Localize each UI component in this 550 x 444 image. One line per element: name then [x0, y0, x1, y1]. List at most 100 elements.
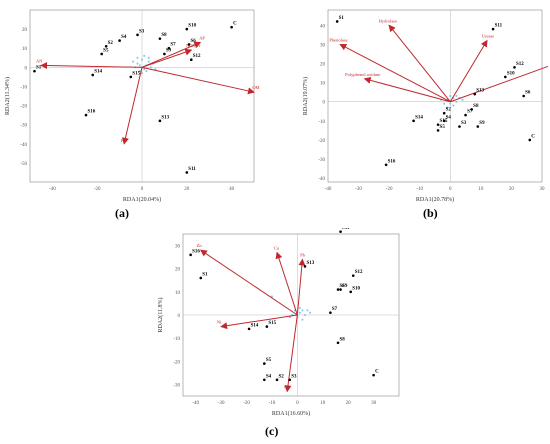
c0-site-label: S2 — [108, 41, 114, 46]
c1-site-label: C — [531, 134, 535, 139]
c1-x-tick-label: 0 — [449, 187, 452, 192]
c0-site-point — [104, 45, 108, 48]
c1-site-point — [470, 108, 473, 111]
c0-site-point — [185, 27, 189, 31]
c0-site-point — [33, 69, 36, 73]
rda-plot-b: -40 -30 -20 -10 0 10 20 30 40 30 20 10 0 -10 -20 -30 -40… — [302, 9, 550, 203]
c1-site-point — [442, 111, 446, 115]
c1-y-tick-label: -10 — [318, 120, 325, 125]
c0-arrow-om — [141, 66, 255, 95]
c2-species-point — [301, 309, 304, 312]
c2-site-point — [372, 373, 375, 377]
c1-plot-frame — [327, 9, 543, 183]
c1-site-point — [464, 113, 467, 117]
c0-arrow-label: OM — [252, 85, 259, 90]
c2-site-label: S3 — [291, 374, 297, 379]
c2-site-point — [263, 378, 266, 382]
c2-site-point — [336, 341, 340, 345]
c2-arrow-label: Cu — [274, 246, 280, 251]
c2-site-point — [189, 253, 192, 257]
c1-y-tick-label: 0 — [323, 101, 326, 106]
c2-site-label: S6 — [340, 284, 346, 289]
c2-site-label: S1 — [202, 272, 208, 277]
c1-x-tick-label: -30 — [355, 187, 362, 192]
c2-x-tick-label: -10 — [269, 401, 276, 406]
c1-site-point — [436, 129, 440, 132]
c2-site-label: C — [375, 370, 379, 375]
panel-label-b: (b) — [423, 206, 438, 220]
c2-site-label: S11 — [342, 228, 350, 231]
c2-species-point — [293, 309, 296, 312]
c2-species-point — [309, 311, 311, 314]
c1-y-tick-label: 20 — [320, 63, 326, 68]
c0-x-tick-label: 40 — [229, 187, 235, 192]
c2-y-tick-label: -20 — [173, 360, 180, 365]
c2-x-tick-label: -20 — [243, 401, 250, 406]
c0-species-point — [150, 66, 152, 69]
c0-site-label: S16 — [88, 110, 96, 115]
c0-site-point — [84, 113, 88, 117]
c2-x-tick-label: -30 — [218, 401, 225, 406]
panel-c: -40 -30 -20 -10 0 10 20 30 30 20 10 0 -10 -20 -30 RDA1(… — [155, 226, 405, 418]
c2-site-label: S4 — [266, 374, 272, 379]
c2-site-point — [265, 325, 269, 328]
c1-x-tick-label: 30 — [540, 187, 546, 192]
c2-site-point — [303, 265, 307, 268]
c0-species-point — [147, 60, 150, 63]
c0-y-tick-label: -20 — [20, 105, 27, 110]
c1-site-point — [412, 119, 415, 123]
c1-site-label: S3 — [461, 121, 467, 126]
c1-x-tick-label: -40 — [325, 187, 332, 192]
c0-y-tick-label: -30 — [20, 124, 27, 129]
c0-species-point — [143, 68, 146, 71]
c1-species-point — [446, 106, 449, 109]
c0-species-point — [138, 70, 141, 73]
c2-species-point — [291, 314, 294, 316]
c2-species-point — [271, 295, 273, 298]
c1-x-tick-label: 10 — [478, 187, 484, 192]
c0-site-label: S14 — [94, 69, 102, 74]
c0-site-point — [163, 52, 166, 56]
c0-site-label: C — [233, 22, 237, 27]
c1-site-point — [442, 119, 446, 123]
c2-y-tick-label: -30 — [173, 383, 180, 388]
c0-site-point — [185, 171, 189, 174]
c0-site-label: S10 — [188, 24, 196, 29]
c1-site-label: S8 — [473, 104, 479, 109]
c0-y-tick-label: -50 — [20, 162, 27, 167]
c0-y-tick-label: -10 — [20, 85, 27, 90]
c0-arrow-ap — [141, 41, 202, 68]
c2-y-tick-label: 30 — [175, 245, 181, 250]
c1-site-label: S9 — [479, 121, 485, 126]
c2-site-label: S13 — [306, 261, 314, 266]
c2-site-label: S14 — [251, 323, 259, 328]
c2-site-label: S2 — [279, 374, 285, 379]
c0-x-tick-label: 20 — [184, 187, 190, 192]
c1-species-point — [452, 104, 455, 107]
c2-species-point — [288, 316, 291, 319]
c2-site-point — [329, 311, 332, 314]
c2-x-tick-label: -40 — [192, 401, 199, 406]
c2-species-point — [298, 311, 301, 314]
c0-y-axis-label: RDA2(11.34%) — [4, 77, 11, 115]
rda-plot-c: -40 -30 -20 -10 0 10 20 30 30 20 10 0 -10 -20 -30 RDA1(… — [157, 226, 400, 417]
c2-arrow-zn — [199, 249, 298, 316]
c0-site-label: S4 — [121, 35, 127, 40]
panel-label-a: (a) — [115, 206, 129, 220]
c1-site-label: S15 — [440, 119, 448, 124]
c0-site-label: S13 — [161, 115, 169, 120]
c0-site-label: S11 — [188, 167, 196, 172]
c1-x-tick-label: -10 — [416, 187, 423, 192]
c0-species-point — [138, 64, 141, 67]
c0-site-label: S5 — [103, 48, 109, 53]
c1-y-tick-label: -40 — [318, 177, 325, 182]
c1-arrow-label: Polyphenol oxidase — [345, 72, 380, 77]
c0-site-label: S15 — [132, 71, 140, 76]
c1-y-tick-label: 40 — [320, 24, 326, 29]
c0-site-point — [100, 52, 103, 56]
c0-arrow-no3-n — [141, 48, 193, 68]
c2-site-label: S16 — [192, 249, 200, 254]
c0-site-label: S8 — [161, 33, 167, 38]
c1-arrow-urease — [449, 39, 488, 102]
c2-x-axis-label: RDA1(16.60%) — [272, 410, 310, 417]
